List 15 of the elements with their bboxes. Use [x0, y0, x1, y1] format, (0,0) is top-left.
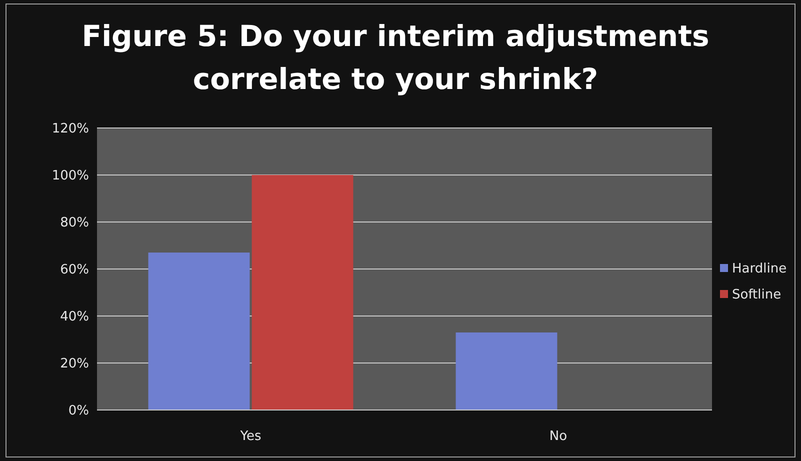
- legend-label: Hardline: [732, 262, 787, 277]
- y-tick-label: 20%: [60, 356, 89, 372]
- y-tick-label: 60%: [60, 262, 89, 278]
- chart-title: Figure 5: Do your interim adjustments correlate to your shrink?: [82, 19, 710, 96]
- y-tick-label: 40%: [60, 310, 89, 325]
- y-tick-label: 100%: [52, 168, 89, 184]
- y-tick-label: 0%: [68, 404, 89, 419]
- bar: [456, 332, 558, 410]
- bar: [252, 175, 354, 410]
- x-tick-label: No: [549, 429, 568, 444]
- x-tick-label: Yes: [239, 429, 262, 444]
- bar: [148, 252, 250, 410]
- y-tick-label: 80%: [60, 216, 89, 231]
- legend-label: Softline: [732, 288, 782, 303]
- y-tick-label: 120%: [52, 122, 89, 137]
